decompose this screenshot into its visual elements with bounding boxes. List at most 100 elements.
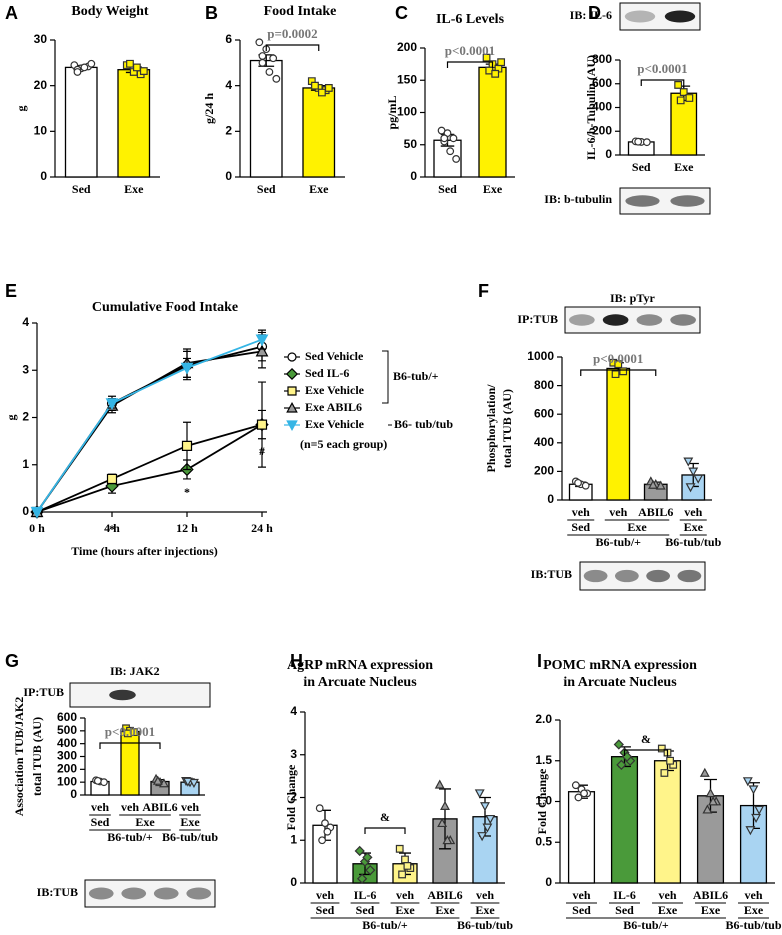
x-tick-label: Exe xyxy=(674,160,694,174)
panel-letter: H xyxy=(290,651,303,671)
blot-band xyxy=(186,887,212,900)
data-point xyxy=(269,54,278,63)
bar xyxy=(302,87,336,178)
data-point xyxy=(80,63,89,72)
blot-label: IB: IL-6 xyxy=(570,8,612,22)
data-point xyxy=(655,480,666,490)
x-tick-label: ABIL6 xyxy=(638,505,673,519)
bracket xyxy=(364,827,406,834)
group-label: Exe xyxy=(395,903,415,917)
data-point xyxy=(158,778,169,788)
x-tick-label: Exe xyxy=(483,182,503,196)
data-point xyxy=(182,777,193,787)
x-tick-label: veh xyxy=(181,800,199,814)
group-label: Exe xyxy=(475,903,495,917)
x-tick-label: veh xyxy=(572,505,590,519)
data-point xyxy=(742,777,753,787)
x-tick-label: Sed xyxy=(72,182,91,196)
group-label: Exe xyxy=(627,520,647,534)
data-point xyxy=(440,134,449,143)
data-point xyxy=(403,861,412,870)
y-tick-label: 2.0 xyxy=(535,712,552,726)
annotation: p<0.0001 xyxy=(593,351,643,366)
data-point xyxy=(474,789,485,799)
legend-note: (n=5 each group) xyxy=(300,437,387,451)
chart-title: AgRP mRNA expression xyxy=(287,658,433,673)
blot-band xyxy=(583,569,608,583)
blot-band xyxy=(109,689,136,701)
series-line xyxy=(36,423,263,513)
y-tick-label: 400 xyxy=(57,736,77,750)
group-label: Exe xyxy=(684,520,704,534)
y-tick-label: 2 xyxy=(225,124,232,138)
data-point xyxy=(395,844,404,853)
data-point xyxy=(619,367,628,376)
data-point xyxy=(702,804,713,814)
bar xyxy=(478,66,507,178)
data-point xyxy=(318,88,326,97)
data-point xyxy=(693,474,704,484)
group-label: Sed xyxy=(615,903,634,917)
x-tick-label: veh xyxy=(396,888,414,902)
y-tick-label: 0 xyxy=(545,875,552,889)
y-axis-label: g/24 h xyxy=(202,93,216,124)
data-point xyxy=(323,827,332,836)
bar xyxy=(64,66,98,178)
legend-group: B6-tub/+ xyxy=(393,369,439,383)
annotation: & xyxy=(380,810,390,824)
y-tick-label: 100 xyxy=(397,105,417,119)
group-label: B6-tub/tub xyxy=(457,918,513,932)
data-point xyxy=(255,334,269,347)
data-point xyxy=(571,781,580,790)
data-point xyxy=(87,59,96,68)
annotation: * xyxy=(184,485,190,499)
y-axis-label: Fold Change xyxy=(284,764,298,830)
blot-label: IB:TUB xyxy=(531,567,572,581)
bar xyxy=(610,756,639,884)
data-point xyxy=(362,852,373,863)
data-point xyxy=(613,739,624,750)
x-tick-label: ABIL6 xyxy=(142,800,177,814)
y-tick-label: 500 xyxy=(57,723,77,737)
y-tick-label: 200 xyxy=(397,40,417,54)
group-label: Sed xyxy=(572,903,591,917)
y-axis-label: Fold Change xyxy=(535,768,549,834)
y-tick-label: 4 xyxy=(225,78,232,92)
y-tick-label: 1 xyxy=(22,457,29,471)
y-tick-label: 1.5 xyxy=(535,753,552,767)
data-point xyxy=(180,362,194,375)
panel-letter: D xyxy=(588,3,601,23)
bar xyxy=(120,730,140,796)
y-tick-label: 0 xyxy=(605,147,612,161)
data-point xyxy=(93,776,102,785)
data-point xyxy=(497,58,506,67)
blot-band xyxy=(88,887,114,900)
annotation: p<0.0001 xyxy=(445,43,495,58)
x-tick-label: veh xyxy=(573,888,591,902)
data-point xyxy=(660,769,669,777)
x-tick-label: 4 h xyxy=(104,521,120,535)
y-axis-label: total TUB (AU) xyxy=(500,389,514,468)
data-point xyxy=(152,775,163,785)
y-tick-label: 4 xyxy=(22,315,29,329)
x-tick-label: 24 h xyxy=(251,521,273,535)
x-tick-label: veh xyxy=(476,888,494,902)
group-label: Sed xyxy=(356,903,375,917)
data-point xyxy=(708,796,719,806)
y-tick-label: 150 xyxy=(397,72,417,86)
data-point xyxy=(318,836,327,845)
data-point xyxy=(256,419,268,430)
data-point xyxy=(398,870,407,879)
legend-label: Sed IL-6 xyxy=(305,366,349,380)
blot-band xyxy=(602,314,629,326)
blot-label: IB:TUB xyxy=(37,885,78,899)
chart-title: Body Weight xyxy=(71,4,148,19)
y-axis-label: g xyxy=(14,106,28,112)
bar xyxy=(653,760,682,884)
data-point xyxy=(321,819,329,828)
annotation: # xyxy=(259,444,265,458)
group-label: B6-tub/+ xyxy=(362,918,408,932)
data-point xyxy=(754,805,765,815)
y-tick-label: 200 xyxy=(57,762,77,776)
data-point xyxy=(434,779,445,789)
